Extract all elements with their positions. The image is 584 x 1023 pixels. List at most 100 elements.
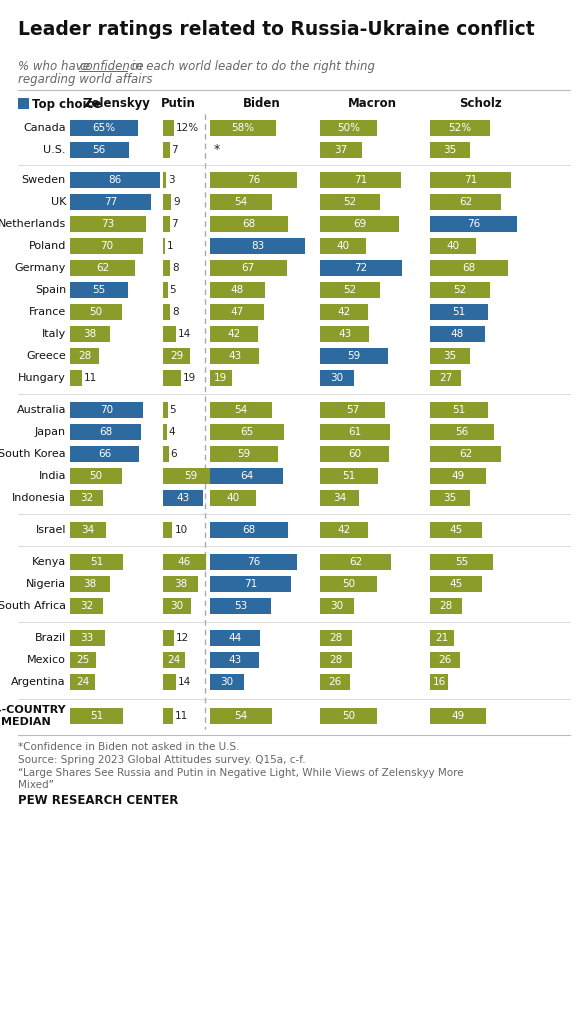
Text: 24: 24 — [76, 677, 89, 687]
Text: 24-COUNTRY
MEDIAN: 24-COUNTRY MEDIAN — [0, 705, 66, 726]
Text: 56: 56 — [93, 145, 106, 155]
Text: Source: Spring 2023 Global Attitudes survey. Q15a, c-f.: Source: Spring 2023 Global Attitudes sur… — [18, 755, 305, 765]
Bar — [210, 674, 244, 690]
Text: 43: 43 — [176, 493, 190, 503]
Text: 19: 19 — [183, 373, 196, 383]
Bar — [430, 490, 470, 506]
Bar — [210, 708, 272, 724]
Bar — [70, 424, 141, 440]
Bar — [70, 370, 82, 386]
Bar — [430, 708, 486, 724]
Text: 68: 68 — [99, 427, 112, 437]
Text: Canada: Canada — [23, 123, 66, 133]
Text: *: * — [214, 143, 220, 157]
Text: 55: 55 — [455, 557, 468, 567]
Text: 71: 71 — [354, 175, 367, 185]
Text: 43: 43 — [228, 351, 241, 361]
Text: 30: 30 — [221, 677, 234, 687]
Bar — [70, 630, 105, 646]
Text: 76: 76 — [247, 557, 260, 567]
Text: U.S.: U.S. — [43, 145, 66, 155]
Bar — [320, 348, 388, 364]
Bar — [210, 216, 288, 232]
Text: 32: 32 — [80, 601, 93, 611]
Bar — [210, 468, 283, 484]
Bar — [320, 576, 377, 592]
Text: 52: 52 — [343, 285, 356, 295]
Bar — [430, 282, 489, 298]
Text: 28: 28 — [439, 601, 453, 611]
Bar — [18, 98, 29, 109]
Text: Indonesia: Indonesia — [12, 493, 66, 503]
Text: 51: 51 — [343, 471, 356, 481]
Bar — [70, 260, 135, 276]
Text: 64: 64 — [240, 471, 253, 481]
Bar — [210, 348, 259, 364]
Bar — [163, 402, 168, 418]
Text: UK: UK — [51, 197, 66, 207]
Text: 30: 30 — [331, 601, 344, 611]
Text: Sweden: Sweden — [22, 175, 66, 185]
Bar — [70, 216, 147, 232]
Bar — [210, 576, 291, 592]
Text: Biden: Biden — [243, 97, 281, 110]
Bar — [163, 576, 199, 592]
Bar — [320, 522, 368, 538]
Text: Poland: Poland — [29, 241, 66, 251]
Bar — [430, 216, 517, 232]
Text: Germany: Germany — [15, 263, 66, 273]
Text: 7: 7 — [172, 145, 178, 155]
Bar — [70, 282, 127, 298]
Bar — [430, 402, 488, 418]
Text: 26: 26 — [328, 677, 342, 687]
Text: 19: 19 — [214, 373, 228, 383]
Text: 12: 12 — [176, 633, 189, 643]
Text: 54: 54 — [234, 711, 248, 721]
Text: *Confidence in Biden not asked in the U.S.: *Confidence in Biden not asked in the U.… — [18, 742, 239, 752]
Text: 42: 42 — [338, 525, 350, 535]
Text: 49: 49 — [451, 711, 465, 721]
Text: “Large Shares See Russia and Putin in Negative Light, While Views of Zelenskyy M: “Large Shares See Russia and Putin in Ne… — [18, 768, 464, 790]
Text: 32: 32 — [80, 493, 93, 503]
Bar — [430, 424, 494, 440]
Text: 34: 34 — [81, 525, 95, 535]
Bar — [70, 522, 106, 538]
Bar — [70, 142, 128, 158]
Text: 50: 50 — [89, 307, 103, 317]
Bar — [163, 216, 169, 232]
Bar — [163, 468, 218, 484]
Text: 6: 6 — [171, 449, 177, 459]
Bar — [163, 554, 206, 570]
Bar — [320, 370, 354, 386]
Text: 33: 33 — [81, 633, 94, 643]
Text: 60: 60 — [348, 449, 361, 459]
Text: Macron: Macron — [347, 97, 397, 110]
Text: 21: 21 — [436, 633, 449, 643]
Text: 50: 50 — [342, 711, 355, 721]
Text: 11: 11 — [84, 373, 97, 383]
Text: 40: 40 — [446, 241, 460, 251]
Bar — [70, 652, 96, 668]
Text: 29: 29 — [170, 351, 183, 361]
Text: 47: 47 — [230, 307, 244, 317]
Bar — [320, 282, 380, 298]
Text: 48: 48 — [451, 329, 464, 339]
Bar — [430, 260, 508, 276]
Text: Nigeria: Nigeria — [26, 579, 66, 589]
Text: 56: 56 — [456, 427, 469, 437]
Text: 35: 35 — [443, 351, 457, 361]
Text: 58%: 58% — [232, 123, 255, 133]
Text: 38: 38 — [84, 329, 96, 339]
Bar — [210, 554, 297, 570]
Bar — [163, 194, 171, 210]
Text: 65: 65 — [241, 427, 254, 437]
Text: 1: 1 — [167, 241, 173, 251]
Text: Israel: Israel — [36, 525, 66, 535]
Bar — [163, 348, 190, 364]
Text: 16: 16 — [433, 677, 446, 687]
Text: Netherlands: Netherlands — [0, 219, 66, 229]
Bar — [210, 326, 258, 342]
Text: 76: 76 — [467, 219, 480, 229]
Text: India: India — [39, 471, 66, 481]
Bar — [163, 238, 165, 254]
